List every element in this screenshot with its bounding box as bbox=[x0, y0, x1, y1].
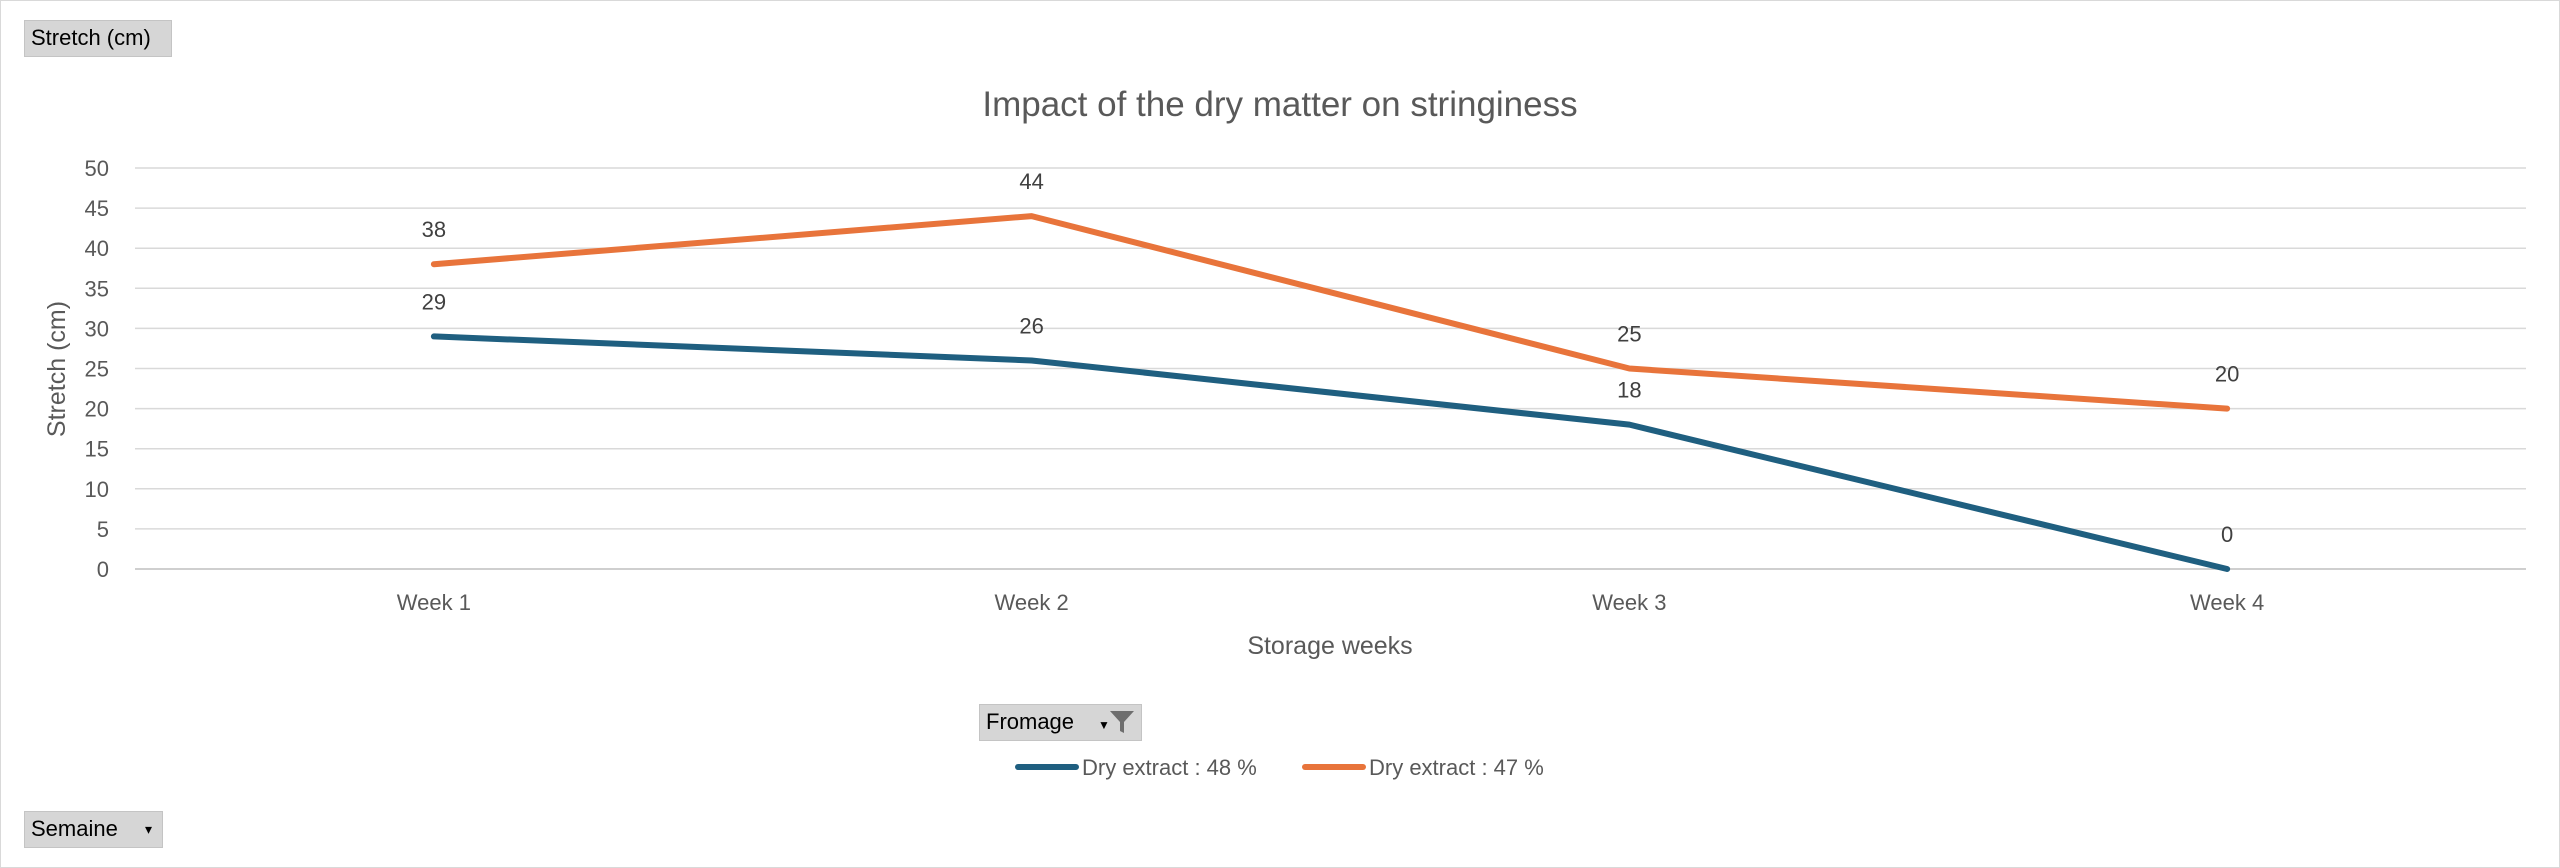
value-field-button[interactable]: Stretch (cm) bbox=[24, 20, 172, 57]
legend-field-label: Fromage bbox=[986, 709, 1075, 734]
data-label: 38 bbox=[422, 217, 446, 242]
data-label: 20 bbox=[2215, 362, 2239, 387]
y-tick-label: 30 bbox=[85, 316, 109, 341]
chevron-down-icon[interactable]: ▼ bbox=[1098, 718, 1110, 732]
y-tick-label: 20 bbox=[85, 397, 109, 422]
y-tick-label: 50 bbox=[85, 156, 109, 181]
x-tick-label: Week 4 bbox=[2190, 590, 2264, 615]
series-line-1[interactable] bbox=[430, 333, 2231, 572]
series-line-2[interactable] bbox=[430, 213, 2231, 412]
data-label: 26 bbox=[1019, 313, 1043, 338]
data-label: 25 bbox=[1617, 322, 1641, 347]
chart-title: Impact of the dry matter on stringiness bbox=[982, 85, 1577, 124]
y-tick-label: 0 bbox=[97, 557, 109, 582]
value-field-label: Stretch (cm) bbox=[31, 25, 151, 50]
x-tick-label: Week 2 bbox=[995, 590, 1069, 615]
y-tick-label: 40 bbox=[85, 236, 109, 261]
data-label: 0 bbox=[2221, 522, 2233, 547]
legend-entry[interactable]: Dry extract : 48 % bbox=[1082, 755, 1257, 780]
data-label: 29 bbox=[422, 289, 446, 314]
y-tick-label: 25 bbox=[85, 357, 109, 382]
y-tick-label: 45 bbox=[85, 196, 109, 221]
data-label: 44 bbox=[1019, 169, 1043, 194]
axis-field-button[interactable]: Semaine ▾ bbox=[24, 811, 163, 848]
y-tick-label: 35 bbox=[85, 276, 109, 301]
x-tick-label: Week 1 bbox=[397, 590, 471, 615]
y-tick-label: 15 bbox=[85, 437, 109, 462]
chevron-down-icon[interactable]: ▾ bbox=[144, 821, 152, 837]
filter-icon[interactable] bbox=[1109, 710, 1135, 744]
x-tick-label: Week 3 bbox=[1592, 590, 1666, 615]
x-axis-title: Storage weeks bbox=[1247, 632, 1412, 660]
y-tick-label: 5 bbox=[97, 517, 109, 542]
axis-field-label: Semaine bbox=[31, 816, 118, 841]
data-label: 18 bbox=[1617, 378, 1641, 403]
legend-entry[interactable]: Dry extract : 47 % bbox=[1369, 755, 1544, 780]
y-axis-title: Stretch (cm) bbox=[43, 301, 71, 437]
legend-field-button[interactable]: Fromage ▼ bbox=[979, 704, 1142, 741]
y-tick-label: 10 bbox=[85, 477, 109, 502]
